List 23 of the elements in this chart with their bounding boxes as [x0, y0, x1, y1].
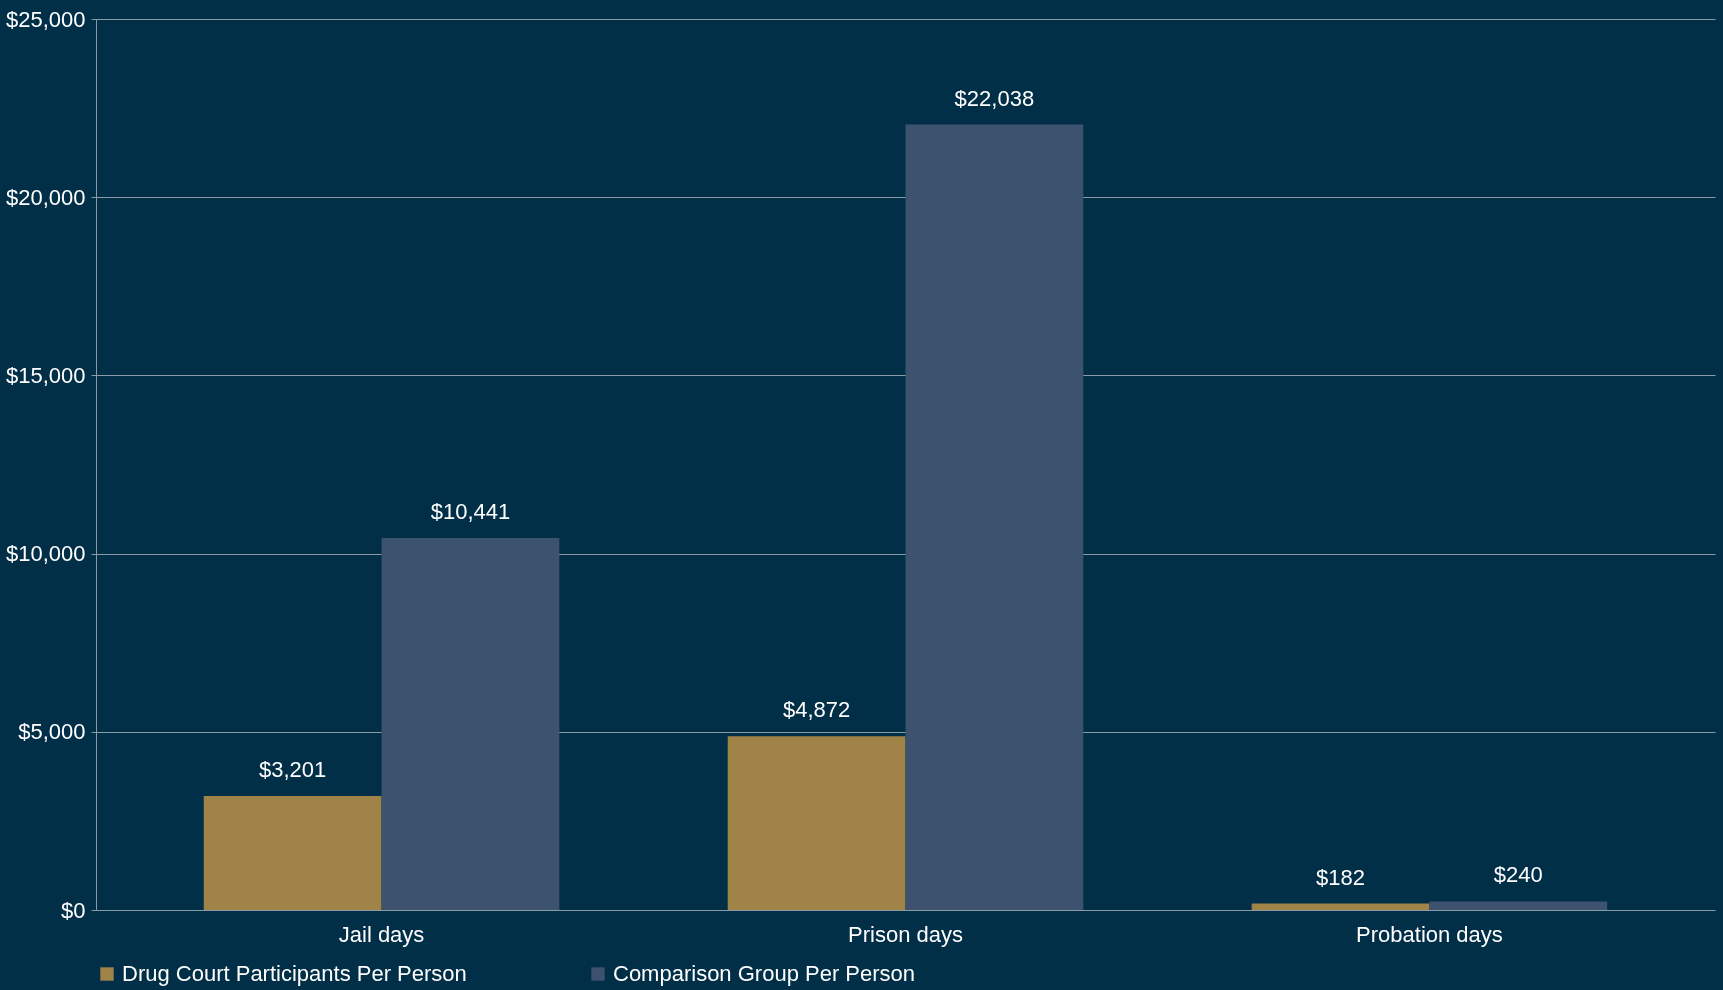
y-tick-label: $15,000	[5, 362, 86, 388]
bar	[381, 537, 560, 910]
data-label: $22,038	[954, 85, 1035, 111]
y-tick-label: $0	[61, 897, 86, 923]
x-tick-label: Prison days	[848, 921, 963, 947]
x-tick-label: Probation days	[1356, 921, 1503, 947]
y-tick-label: $5,000	[18, 719, 86, 745]
y-tick-label: $10,000	[5, 541, 86, 567]
bar	[1251, 903, 1430, 910]
y-tick-label: $25,000	[5, 6, 86, 32]
data-label: $3,201	[259, 756, 327, 782]
x-tick-label: Jail days	[338, 921, 425, 947]
bar	[905, 124, 1084, 910]
data-label: $182	[1316, 864, 1366, 890]
data-label: $10,441	[430, 498, 511, 524]
y-tick-label: $20,000	[5, 184, 86, 210]
legend-label: Comparison Group Per Person	[613, 961, 916, 986]
bar	[203, 795, 382, 910]
bar	[1429, 901, 1608, 910]
data-label: $240	[1493, 862, 1543, 888]
data-label: $4,872	[782, 697, 851, 723]
bar	[727, 736, 906, 910]
legend-label: Drug Court Participants Per Person	[122, 961, 467, 986]
